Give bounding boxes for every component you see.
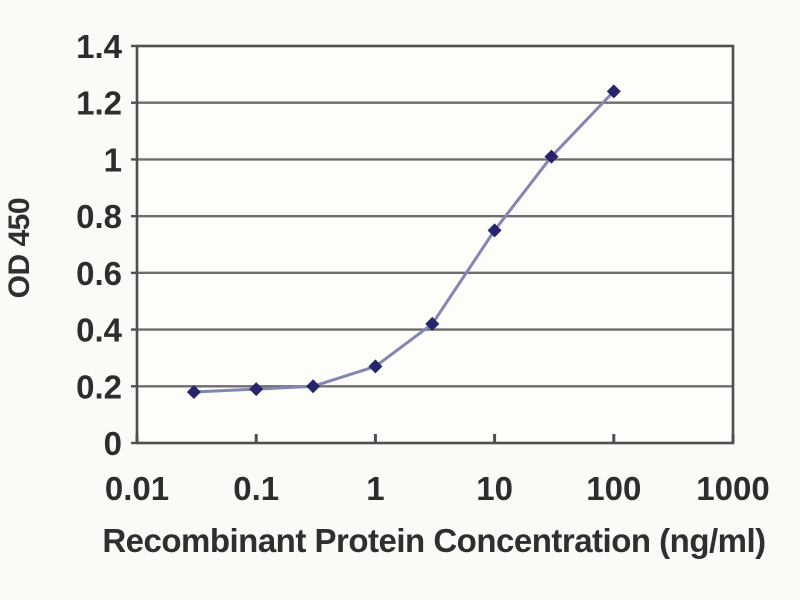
data-point-marker [368, 359, 383, 374]
y-tick-label: 1.2 [76, 85, 122, 122]
series-line [193, 90, 615, 394]
y-axis-title: OD 450 [3, 197, 36, 299]
plot-background [137, 46, 733, 443]
y-tick-label: 1 [104, 141, 122, 178]
data-point-marker [606, 84, 621, 99]
y-tick-label: 1.4 [76, 28, 123, 65]
y-tick-label: 0.8 [76, 198, 122, 235]
data-point-marker [425, 316, 440, 331]
x-tick-label: 100 [586, 470, 641, 507]
data-point-marker [544, 149, 559, 164]
data-point-marker [487, 223, 502, 238]
y-axis-title-wrap: OD 450 [0, 188, 40, 308]
x-tick-label: 1000 [696, 470, 769, 507]
plot-frame [135, 44, 735, 445]
x-axis-title: Recombinant Protein Concentration (ng/ml… [102, 522, 766, 559]
x-tick-label: 0.01 [105, 470, 169, 507]
data-point-marker [306, 379, 321, 394]
data-point-marker [249, 382, 264, 397]
x-tick-label: 10 [476, 470, 513, 507]
y-tick-label: 0.4 [76, 312, 123, 349]
y-tick-label: 0.2 [76, 368, 122, 405]
data-point-marker [186, 384, 201, 399]
y-tick-label: 0 [104, 425, 122, 462]
y-tick-label: 0.6 [76, 255, 122, 292]
x-tick-label: 1 [366, 470, 384, 507]
x-tick-label: 0.1 [233, 470, 279, 507]
